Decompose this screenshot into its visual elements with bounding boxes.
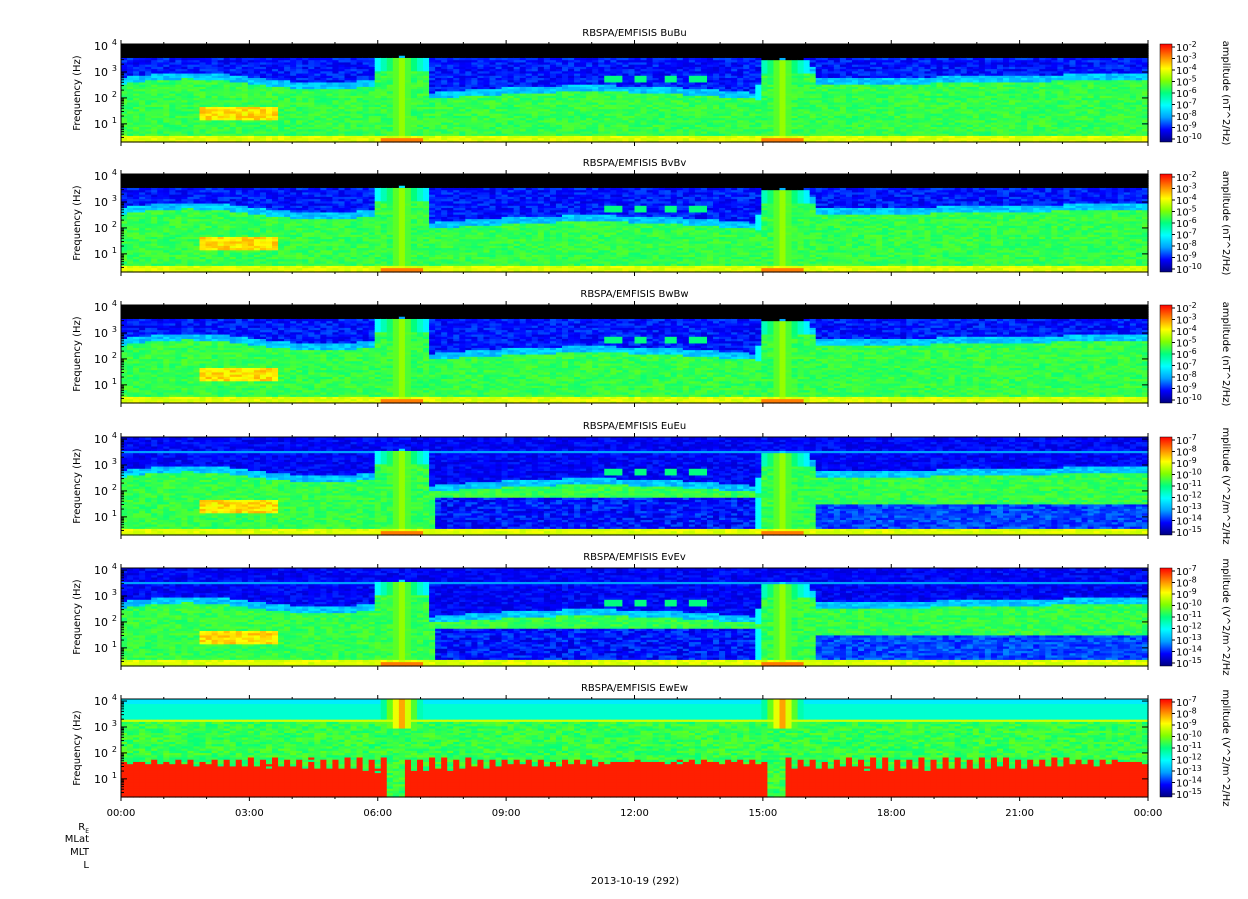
heatmap-cells <box>121 44 1149 143</box>
